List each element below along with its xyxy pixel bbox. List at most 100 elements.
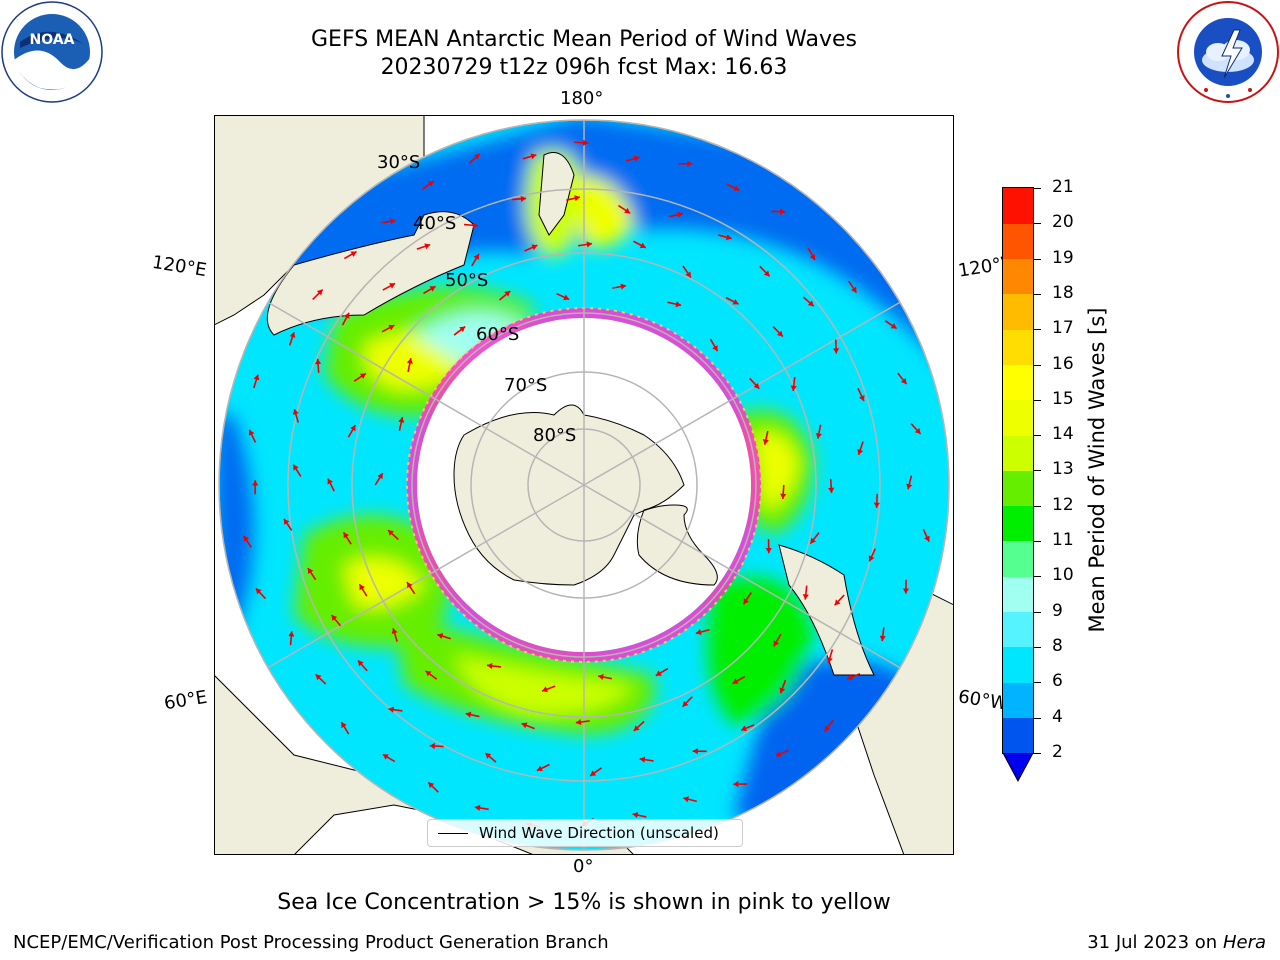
colorbar-tick [1033,329,1041,331]
wave-direction-arrowhead [406,357,413,364]
wave-direction-arrowhead [350,250,356,257]
colorbar-title: Mean Period of Wind Waves [s] [1085,307,1109,633]
wave-direction-arrowhead [856,448,863,455]
colorbar-tick-label: 11 [1052,530,1074,550]
wave-direction-arrowhead [682,795,689,802]
wave-direction-arrowhead [740,724,747,731]
wave-direction-arrowhead [582,139,588,146]
colorbar-tick-label: 12 [1052,494,1074,515]
lat-label-70s: 70°S [504,375,548,396]
wave-direction-arrowhead [775,750,782,757]
colorbar-tick [1033,188,1041,189]
colorbar-tick [1033,505,1041,507]
wave-direction-arrowhead [585,240,592,247]
wave-direction-arrowhead [905,483,912,489]
wave-direction-arrowhead [834,598,840,605]
colorbar-segment [1003,717,1033,754]
wave-direction-arrowhead [827,487,834,493]
colorbar-tick-label: 14 [1052,424,1074,445]
colorbar-tick-label: 17 [1052,318,1074,339]
lat-label-60s: 60°S [476,324,520,345]
wave-direction-arrowhead [397,416,404,423]
wave-direction-arrowhead [387,706,394,713]
wave-direction-arrowhead [474,804,480,811]
wave-direction-arrowhead [503,290,510,297]
wave-direction-arrowhead [682,700,688,707]
wave-direction-arrowhead [562,294,569,300]
wave-direction-arrowhead [472,221,478,228]
wave-direction-arrowhead [732,298,738,304]
map-legend: Wind Wave Direction (unscaled) [427,819,743,847]
wave-direction-arrowhead [292,464,299,471]
wave-direction-arrowhead [695,628,702,635]
colorbar-segment [1003,576,1033,613]
wave-direction-arrowhead [530,244,537,250]
wave-direction-arrowhead [868,554,874,561]
lat-label-40s: 40°S [413,213,457,234]
colorbar-tick-label: 21 [1052,177,1074,197]
wave-direction-arrowhead [676,211,683,218]
wave-direction-arrowhead [890,322,897,329]
wave-direction-arrowhead [762,438,769,445]
wave-direction-arrowhead [807,299,814,306]
colorbar-segment [1003,258,1033,295]
colorbar-tick-label: 9 [1052,600,1063,621]
footer-machine: Hera [1222,932,1266,953]
colorbar-tick [1033,364,1041,366]
footer-date: 31 Jul 2023 on Hera [1087,932,1266,953]
wave-direction-arrowhead [846,673,853,680]
colorbar-tick-label: 18 [1052,282,1074,303]
lat-label-30s: 30°S [377,152,421,173]
wave-direction-arrowhead [406,581,412,588]
wave-direction-arrowhead [639,756,645,763]
lon-label-180: 180° [560,88,604,109]
wave-direction-arrowhead [314,358,321,364]
wave-direction-arrowhead [779,208,785,215]
wave-direction-arrowhead [359,372,366,379]
wave-direction-arrowhead [779,493,786,499]
wave-direction-arrowhead [287,630,294,637]
colorbar-tick-label: 10 [1052,565,1074,586]
colorbar-segment [1003,293,1033,330]
wave-direction-arrowhead [763,270,770,276]
colorbar-tick [1033,752,1041,754]
colorbar-segment [1003,188,1033,224]
wave-direction-arrowhead [809,253,815,260]
colorbar-segment [1003,611,1033,648]
sea-ice-note: Sea Ice Concentration > 15% is shown in … [277,890,891,915]
wave-direction-arrowhead [541,685,548,692]
colorbar-tick [1033,399,1041,401]
wave-direction-arrowhead [674,300,681,307]
wave-direction-arrowhead [429,285,436,292]
wave-direction-arrowhead [429,742,435,749]
wave-direction-arrowhead [790,385,797,391]
wave-direction-arrowhead [809,537,816,544]
colorbar-tick [1033,576,1041,578]
grid [218,119,949,850]
wave-direction-arrowhead [316,289,323,295]
wave-direction-arrowhead [776,330,783,337]
wave-direction-arrowhead [923,535,930,542]
colorbar-segment [1003,505,1033,542]
wave-direction-arrowhead [251,479,258,485]
wave-direction-arrowhead [423,242,430,249]
wave-direction-arrowhead [753,382,759,389]
colorbar-tick [1033,682,1041,684]
lon-label-60e: 60°E [162,686,209,715]
wave-direction-arrowhead [802,593,809,600]
wave-direction-arrowhead [902,587,909,594]
colorbar-tick [1033,293,1041,295]
chart-title: GEFS MEAN Antarctic Mean Period of Wind … [311,27,857,52]
wave-direction-arrowhead [623,207,630,213]
wave-direction-arrowhead [778,686,785,693]
wave-direction-arrowhead [357,659,364,666]
wave-direction-arrowhead [725,233,732,240]
wave-direction-arrowhead [914,427,921,434]
colorbar-segment [1003,435,1033,471]
wave-direction-arrowhead [436,632,443,639]
wave-direction-arrowhead [388,282,395,289]
wave-direction-arrowhead [575,718,581,725]
wave-direction-arrowhead [252,374,259,380]
lat-label-80s: 80°S [533,425,577,446]
colorbar-tick-label: 4 [1052,706,1063,727]
